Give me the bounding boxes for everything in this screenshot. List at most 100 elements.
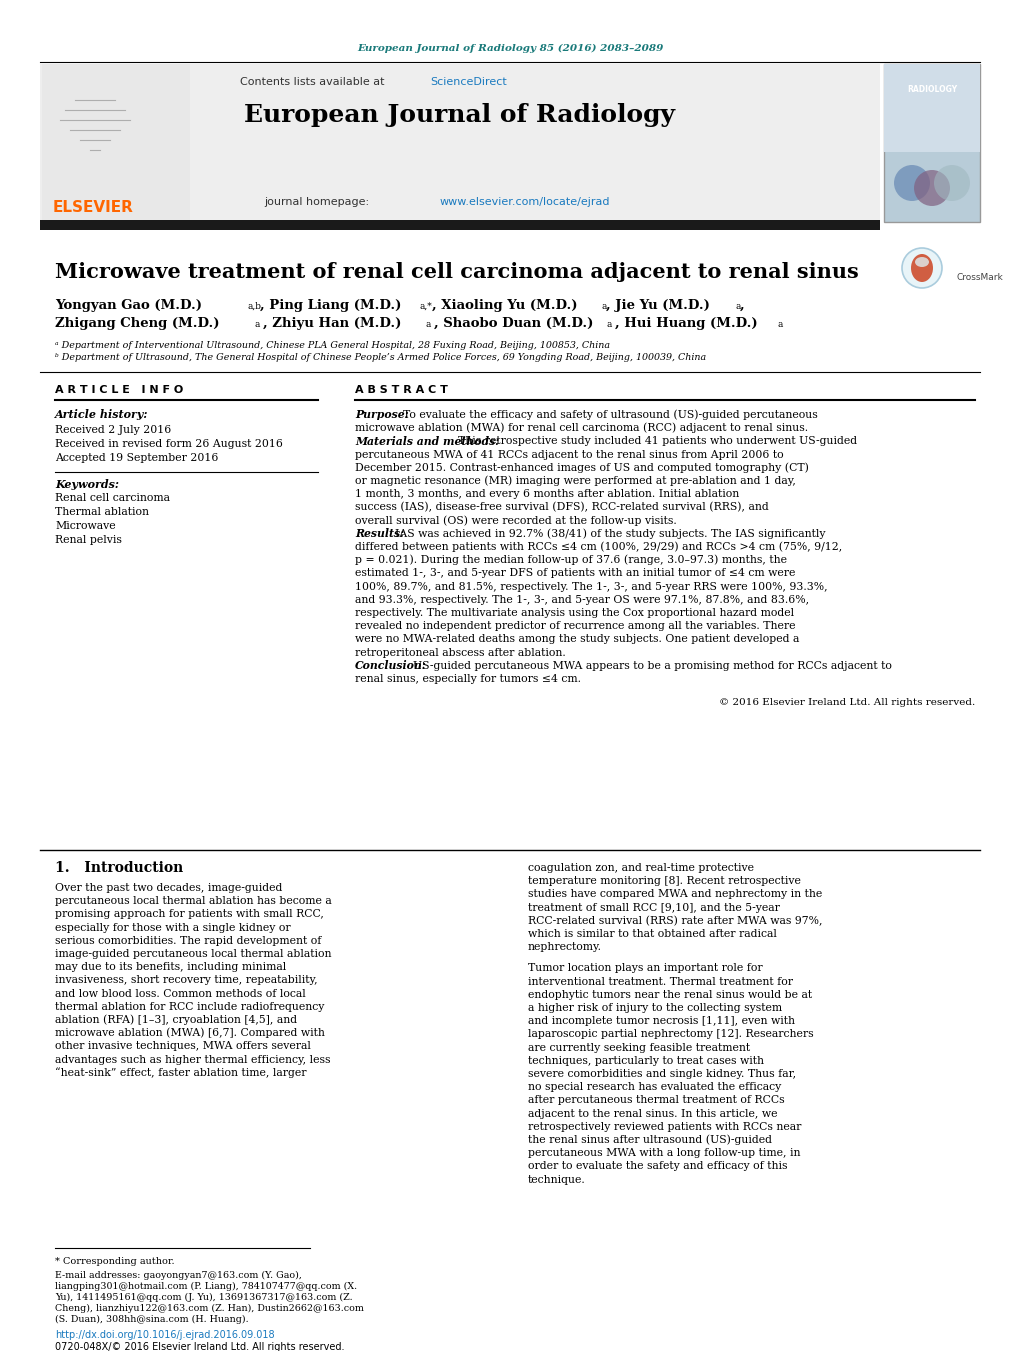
Text: especially for those with a single kidney or: especially for those with a single kidne… [55,923,290,932]
Text: liangping301@hotmail.com (P. Liang), 784107477@qq.com (X.: liangping301@hotmail.com (P. Liang), 784… [55,1282,357,1290]
Text: severe comorbidities and single kidney. Thus far,: severe comorbidities and single kidney. … [528,1069,796,1079]
Text: Article history:: Article history: [55,409,149,420]
Text: treatment of small RCC [9,10], and the 5-year: treatment of small RCC [9,10], and the 5… [528,902,780,912]
Text: Cheng), lianzhiyu122@163.com (Z. Han), Dustin2662@163.com: Cheng), lianzhiyu122@163.com (Z. Han), D… [55,1304,364,1313]
Text: December 2015. Contrast-enhanced images of US and computed tomography (CT): December 2015. Contrast-enhanced images … [355,462,808,473]
Text: studies have compared MWA and nephrectomy in the: studies have compared MWA and nephrectom… [528,889,821,900]
Text: RADIOLOGY: RADIOLOGY [906,85,956,95]
Text: Renal cell carcinoma: Renal cell carcinoma [55,493,170,503]
Text: ᵇ Department of Ultrasound, The General Hospital of Chinese People’s Armed Polic: ᵇ Department of Ultrasound, The General … [55,354,705,362]
Text: Microwave: Microwave [55,521,115,531]
Text: which is similar to that obtained after radical: which is similar to that obtained after … [528,929,776,939]
Text: temperature monitoring [8]. Recent retrospective: temperature monitoring [8]. Recent retro… [528,877,800,886]
Text: or magnetic resonance (MR) imaging were performed at pre-ablation and 1 day,: or magnetic resonance (MR) imaging were … [355,476,795,486]
Text: a: a [426,320,431,330]
Text: ᵃ Department of Interventional Ultrasound, Chinese PLA General Hospital, 28 Fuxi: ᵃ Department of Interventional Ultrasoun… [55,340,609,350]
Text: , Xiaoling Yu (M.D.): , Xiaoling Yu (M.D.) [432,299,577,312]
Text: Renal pelvis: Renal pelvis [55,535,121,544]
Ellipse shape [893,165,929,201]
Text: and incomplete tumor necrosis [1,11], even with: and incomplete tumor necrosis [1,11], ev… [528,1016,794,1027]
Text: a: a [777,320,783,330]
Text: ScienceDirect: ScienceDirect [430,77,506,86]
Text: 100%, 89.7%, and 81.5%, respectively. The 1-, 3-, and 5-year RRS were 100%, 93.3: 100%, 89.7%, and 81.5%, respectively. Th… [355,581,826,592]
Text: Yongyan Gao (M.D.): Yongyan Gao (M.D.) [55,299,202,312]
Text: Tumor location plays an important role for: Tumor location plays an important role f… [528,963,762,974]
Text: Zhigang Cheng (M.D.): Zhigang Cheng (M.D.) [55,316,219,330]
Text: retrospectively reviewed patients with RCCs near: retrospectively reviewed patients with R… [528,1121,801,1132]
Text: thermal ablation for RCC include radiofrequency: thermal ablation for RCC include radiofr… [55,1002,324,1012]
Text: “heat-sink” effect, faster ablation time, larger: “heat-sink” effect, faster ablation time… [55,1067,306,1078]
Text: Materials and methods:: Materials and methods: [355,436,498,447]
Text: after percutaneous thermal treatment of RCCs: after percutaneous thermal treatment of … [528,1096,784,1105]
Text: overall survival (OS) were recorded at the follow-up visits.: overall survival (OS) were recorded at t… [355,515,676,526]
Text: promising approach for patients with small RCC,: promising approach for patients with sma… [55,909,324,920]
Text: www.elsevier.com/locate/ejrad: www.elsevier.com/locate/ejrad [439,197,610,207]
Text: Microwave treatment of renal cell carcinoma adjacent to renal sinus: Microwave treatment of renal cell carcin… [55,262,858,282]
Text: Keywords:: Keywords: [55,478,119,489]
Text: invasiveness, short recovery time, repeatability,: invasiveness, short recovery time, repea… [55,975,317,985]
Text: Results:: Results: [355,528,404,539]
Text: were no MWA-related deaths among the study subjects. One patient developed a: were no MWA-related deaths among the stu… [355,635,799,644]
Text: no special research has evaluated the efficacy: no special research has evaluated the ef… [528,1082,781,1092]
Text: adjacent to the renal sinus. In this article, we: adjacent to the renal sinus. In this art… [528,1109,776,1119]
Text: microwave ablation (MWA) for renal cell carcinoma (RCC) adjacent to renal sinus.: microwave ablation (MWA) for renal cell … [355,423,807,434]
Text: a,b: a,b [248,303,262,311]
Text: differed between patients with RCCs ≤4 cm (100%, 29/29) and RCCs >4 cm (75%, 9/1: differed between patients with RCCs ≤4 c… [355,542,842,553]
Text: a: a [736,303,741,311]
Text: estimated 1-, 3-, and 5-year DFS of patients with an initial tumor of ≤4 cm were: estimated 1-, 3-, and 5-year DFS of pati… [355,569,795,578]
Text: revealed no independent predictor of recurrence among all the variables. There: revealed no independent predictor of rec… [355,621,795,631]
Text: a: a [606,320,611,330]
Text: RCC-related survival (RRS) rate after MWA was 97%,: RCC-related survival (RRS) rate after MW… [528,916,821,925]
Text: 0720-048X/© 2016 Elsevier Ireland Ltd. All rights reserved.: 0720-048X/© 2016 Elsevier Ireland Ltd. A… [55,1342,344,1351]
Text: and low blood loss. Common methods of local: and low blood loss. Common methods of lo… [55,989,306,998]
Text: , Jie Yu (M.D.): , Jie Yu (M.D.) [605,299,709,312]
Text: and 93.3%, respectively. The 1-, 3-, and 5-year OS were 97.1%, 87.8%, and 83.6%,: and 93.3%, respectively. The 1-, 3-, and… [355,594,808,605]
Text: renal sinus, especially for tumors ≤4 cm.: renal sinus, especially for tumors ≤4 cm… [355,674,581,684]
Text: advantages such as higher thermal efficiency, less: advantages such as higher thermal effici… [55,1055,330,1065]
Ellipse shape [933,165,969,201]
Text: coagulation zon, and real-time protective: coagulation zon, and real-time protectiv… [528,863,753,873]
Text: retroperitoneal abscess after ablation.: retroperitoneal abscess after ablation. [355,647,566,658]
Text: interventional treatment. Thermal treatment for: interventional treatment. Thermal treatm… [528,977,792,986]
Text: European Journal of Radiology: European Journal of Radiology [245,103,675,127]
Text: serious comorbidities. The rapid development of: serious comorbidities. The rapid develop… [55,936,321,946]
Text: * Corresponding author.: * Corresponding author. [55,1258,174,1266]
Text: are currently seeking feasible treatment: are currently seeking feasible treatment [528,1043,749,1052]
Text: a higher risk of injury to the collecting system: a higher risk of injury to the collectin… [528,1002,782,1013]
Text: Received 2 July 2016: Received 2 July 2016 [55,426,171,435]
Text: may due to its benefits, including minimal: may due to its benefits, including minim… [55,962,286,973]
Text: (S. Duan), 308hh@sina.com (H. Huang).: (S. Duan), 308hh@sina.com (H. Huang). [55,1315,249,1324]
Text: Contents lists available at: Contents lists available at [239,77,387,86]
Circle shape [901,249,942,288]
Text: ,: , [739,299,744,312]
Text: a: a [255,320,260,330]
Text: a: a [601,303,606,311]
Text: success (IAS), disease-free survival (DFS), RCC-related survival (RRS), and: success (IAS), disease-free survival (DF… [355,503,768,512]
Text: the renal sinus after ultrasound (US)-guided: the renal sinus after ultrasound (US)-gu… [528,1135,771,1146]
Text: , Zhiyu Han (M.D.): , Zhiyu Han (M.D.) [263,316,401,330]
Text: Yu), 1411495161@qq.com (J. Yu), 13691367317@163.com (Z.: Yu), 1411495161@qq.com (J. Yu), 13691367… [55,1293,353,1301]
Text: p = 0.021). During the median follow-up of 37.6 (range, 3.0–97.3) months, the: p = 0.021). During the median follow-up … [355,555,787,566]
Bar [40,63,879,222]
Ellipse shape [914,257,928,267]
Text: To evaluate the efficacy and safety of ultrasound (US)-guided percutaneous: To evaluate the efficacy and safety of u… [403,409,817,420]
Text: journal homepage:: journal homepage: [264,197,373,207]
Text: , Ping Liang (M.D.): , Ping Liang (M.D.) [260,299,401,312]
Text: Received in revised form 26 August 2016: Received in revised form 26 August 2016 [55,439,282,449]
Ellipse shape [910,254,932,282]
Text: Accepted 19 September 2016: Accepted 19 September 2016 [55,453,218,463]
Text: nephrectomy.: nephrectomy. [528,942,601,952]
Text: endophytic tumors near the renal sinus would be at: endophytic tumors near the renal sinus w… [528,990,811,1000]
Bar [40,220,879,230]
Text: image-guided percutaneous local thermal ablation: image-guided percutaneous local thermal … [55,948,331,959]
Text: techniques, particularly to treat cases with: techniques, particularly to treat cases … [528,1055,763,1066]
Text: Over the past two decades, image-guided: Over the past two decades, image-guided [55,884,282,893]
Bar [42,63,190,222]
Text: Conclusion:: Conclusion: [355,661,426,671]
Text: A B S T R A C T: A B S T R A C T [355,385,447,394]
Text: © 2016 Elsevier Ireland Ltd. All rights reserved.: © 2016 Elsevier Ireland Ltd. All rights … [718,697,974,707]
Text: 1.   Introduction: 1. Introduction [55,861,183,875]
Text: IAS was achieved in 92.7% (38/41) of the study subjects. The IAS significantly: IAS was achieved in 92.7% (38/41) of the… [394,528,824,539]
Text: A R T I C L E   I N F O: A R T I C L E I N F O [55,385,183,394]
Text: CrossMark: CrossMark [956,273,1003,282]
